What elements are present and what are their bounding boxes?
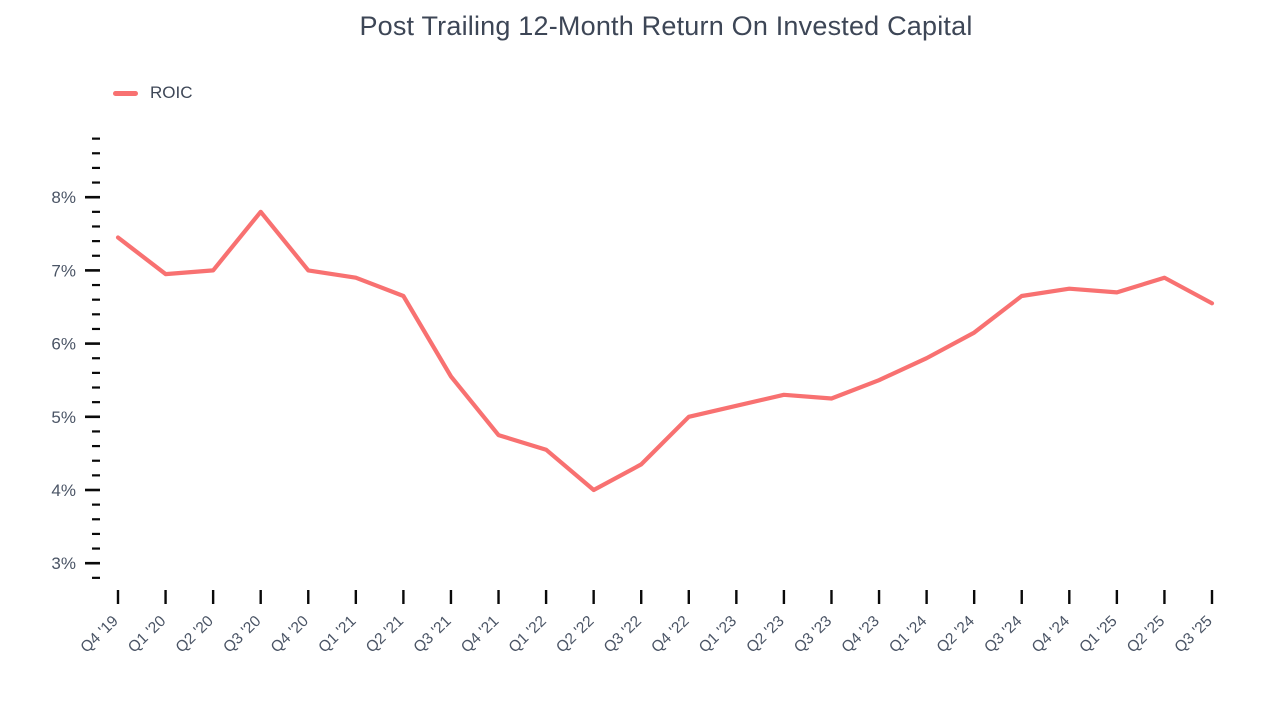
y-axis-tick-label: 6%	[51, 335, 76, 354]
chart-title: Post Trailing 12-Month Return On Investe…	[359, 11, 973, 41]
x-axis-tick-label: Q3 '25	[1171, 613, 1215, 657]
x-axis-tick-label: Q4 '20	[268, 612, 313, 656]
y-axis-tick-label: 8%	[51, 188, 76, 207]
x-axis-tick-label: Q3 '20	[220, 612, 265, 656]
x-axis-tick-label: Q4 '22	[648, 613, 692, 657]
x-axis-tick-label: Q4 '24	[1029, 612, 1074, 656]
x-axis-tick-label: Q1 '23	[696, 613, 740, 657]
x-axis-tick-label: Q1 '20	[125, 612, 170, 656]
x-axis-tick-label: Q1 '21	[315, 613, 359, 657]
x-axis-tick-label: Q4 '19	[77, 613, 121, 657]
x-axis-tick-label: Q2 '22	[553, 613, 597, 657]
x-axis-tick-label: Q3 '23	[791, 613, 835, 657]
x-axis-tick-label: Q2 '23	[743, 613, 787, 657]
y-axis-tick-label: 3%	[51, 554, 76, 573]
x-axis-tick-label: Q4 '23	[839, 613, 883, 657]
x-axis-tick-label: Q2 '24	[934, 612, 979, 656]
y-axis-tick-label: 5%	[51, 408, 76, 427]
x-axis-tick-label: Q2 '21	[363, 613, 407, 657]
x-axis-tick-label: Q3 '24	[981, 612, 1026, 656]
legend: ROIC	[113, 83, 193, 103]
x-axis-tick-label: Q3 '22	[601, 613, 645, 657]
x-axis-tick-label: Q2 '25	[1124, 613, 1168, 657]
x-axis-tick-label: Q1 '22	[506, 613, 550, 657]
y-axis-tick-label: 4%	[51, 481, 76, 500]
x-axis-tick-label: Q4 '21	[458, 613, 502, 657]
roic-line	[115, 209, 1215, 493]
x-axis-tick-label: Q3 '21	[410, 613, 454, 657]
x-axis-tick-label: Q1 '25	[1076, 613, 1120, 657]
x-axis-tick-label: Q2 '20	[173, 612, 218, 656]
x-axis-tick-label: Q1 '24	[886, 612, 931, 656]
y-axis-tick-label: 7%	[51, 261, 76, 280]
roic-legend-label: ROIC	[150, 83, 193, 102]
roic-legend-swatch-icon	[113, 90, 138, 96]
